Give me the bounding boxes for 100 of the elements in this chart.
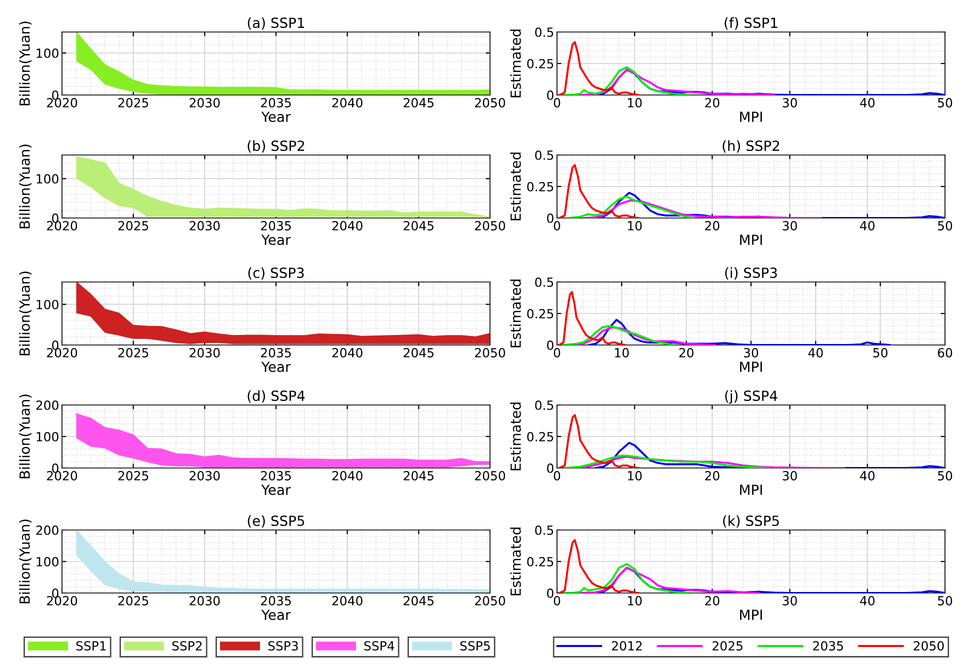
x-tick-label: 2040 — [332, 471, 362, 480]
chart-title: (h) SSP2 — [722, 140, 780, 153]
legend-label: SSP2 — [172, 641, 202, 651]
x-tick-label: 2025 — [118, 348, 148, 358]
x-tick-label: 2030 — [190, 221, 220, 230]
line-series — [558, 539, 640, 593]
y-axis-title: Estimated — [510, 152, 521, 220]
x-tick-label: 50 — [938, 221, 952, 230]
line-series — [562, 325, 674, 345]
x-tick-label: 2025 — [118, 98, 148, 108]
x-tick-label: 2040 — [332, 596, 362, 606]
y-axis-title: Estimated — [510, 30, 521, 98]
chart-title: (b) SSP2 — [248, 140, 304, 153]
y-tick-label: 200 — [36, 400, 58, 410]
line-series — [579, 566, 760, 593]
y-tick-label: 0.5 — [535, 150, 554, 160]
x-tick-label: 2045 — [404, 348, 434, 358]
y-tick-label: 0 — [52, 213, 58, 223]
x-axis-title: Year — [261, 484, 291, 496]
x-axis-title: Year — [261, 610, 291, 620]
x-axis-title: MPI — [740, 362, 762, 372]
y-tick-label: 0 — [52, 588, 58, 598]
x-axis-title: MPI — [740, 112, 762, 122]
line-series — [583, 199, 822, 218]
x-tick-label: 40 — [808, 348, 823, 358]
x-tick-label: 2025 — [118, 471, 148, 480]
x-tick-label: 2045 — [404, 98, 434, 108]
y-axis-title: Billion(Yuan) — [19, 22, 32, 106]
x-axis-title: MPI — [740, 234, 762, 245]
x-tick-label: 2040 — [332, 221, 362, 230]
x-axis-title: Year — [261, 362, 291, 372]
chart-title: (i) SSP3 — [725, 267, 777, 280]
x-tick-label: 60 — [938, 348, 952, 358]
y-tick-label: 0 — [547, 340, 554, 350]
x-axis-title: Year — [261, 112, 291, 122]
x-tick-label: 2035 — [261, 98, 291, 108]
x-tick-label: 2045 — [404, 471, 434, 480]
x-tick-label: 2050 — [475, 596, 506, 606]
x-tick-label: 2025 — [118, 221, 148, 230]
chart-title: (a) SSP1 — [248, 17, 304, 30]
x-axis-title: MPI — [740, 610, 762, 620]
y-tick-label: 0.25 — [527, 432, 554, 442]
x-tick-label: 50 — [938, 98, 952, 108]
y-tick-label: 0 — [52, 340, 58, 350]
chart-title: (j) SSP4 — [725, 390, 778, 404]
y-axis-title: Billion(Yuan) — [19, 272, 32, 356]
line-series — [568, 196, 694, 218]
line-series — [558, 41, 640, 95]
x-tick-label: 2030 — [190, 98, 220, 108]
line-series — [558, 414, 640, 468]
line-series — [558, 164, 640, 218]
y-tick-label: 0.5 — [535, 400, 554, 410]
x-tick-label: 20 — [705, 471, 720, 480]
y-tick-label: 100 — [36, 174, 58, 184]
x-tick-label: 10 — [628, 221, 642, 230]
y-tick-label: 100 — [36, 556, 58, 566]
x-tick-label: 10 — [615, 348, 629, 358]
x-tick-label: 50 — [938, 471, 952, 480]
x-tick-label: 20 — [705, 98, 720, 108]
x-tick-label: 40 — [860, 98, 875, 108]
x-tick-label: 50 — [873, 348, 888, 358]
y-axis-title: Estimated — [510, 528, 521, 596]
x-axis-title: MPI — [740, 484, 762, 495]
chart-title: (c) SSP3 — [248, 267, 304, 280]
y-tick-label: 0.25 — [527, 556, 554, 566]
y-axis-title: Estimated — [510, 402, 521, 470]
x-tick-label: 2050 — [475, 98, 506, 108]
chart-title: (f) SSP1 — [724, 17, 778, 30]
x-tick-label: 2035 — [261, 348, 291, 358]
x-tick-label: 10 — [628, 98, 642, 108]
x-tick-label: 2045 — [404, 596, 434, 606]
legend-label: 2025 — [712, 641, 742, 651]
x-tick-label: 2025 — [118, 596, 148, 606]
y-tick-label: 100 — [36, 48, 58, 58]
x-tick-label: 10 — [628, 471, 642, 480]
chart-title: (d) SSP4 — [248, 390, 305, 403]
legend-label: SSP4 — [364, 641, 394, 651]
y-tick-label: 0.25 — [527, 58, 554, 68]
y-tick-label: 0 — [547, 213, 554, 223]
x-tick-label: 2020 — [47, 596, 78, 606]
y-tick-label: 0 — [52, 90, 58, 100]
line-series — [564, 66, 690, 95]
x-tick-label: 2040 — [332, 348, 362, 358]
y-axis-title: Estimated — [510, 280, 521, 348]
x-tick-label: 2050 — [475, 221, 506, 230]
y-tick-label: 100 — [36, 300, 58, 310]
x-tick-label: 30 — [782, 596, 797, 606]
x-tick-label: 20 — [705, 596, 720, 606]
x-tick-label: 40 — [860, 221, 875, 230]
x-tick-label: 2050 — [475, 348, 506, 358]
x-tick-label: 2045 — [404, 221, 434, 230]
y-tick-label: 0 — [547, 588, 554, 598]
y-tick-label: 0.5 — [535, 525, 554, 535]
x-tick-label: 2040 — [332, 98, 362, 108]
x-axis-title: Year — [261, 234, 291, 246]
x-tick-label: 0 — [554, 221, 560, 230]
line-series — [579, 68, 776, 95]
legend-label: 2050 — [914, 641, 944, 651]
line-series — [564, 454, 772, 468]
y-tick-label: 200 — [36, 525, 58, 535]
